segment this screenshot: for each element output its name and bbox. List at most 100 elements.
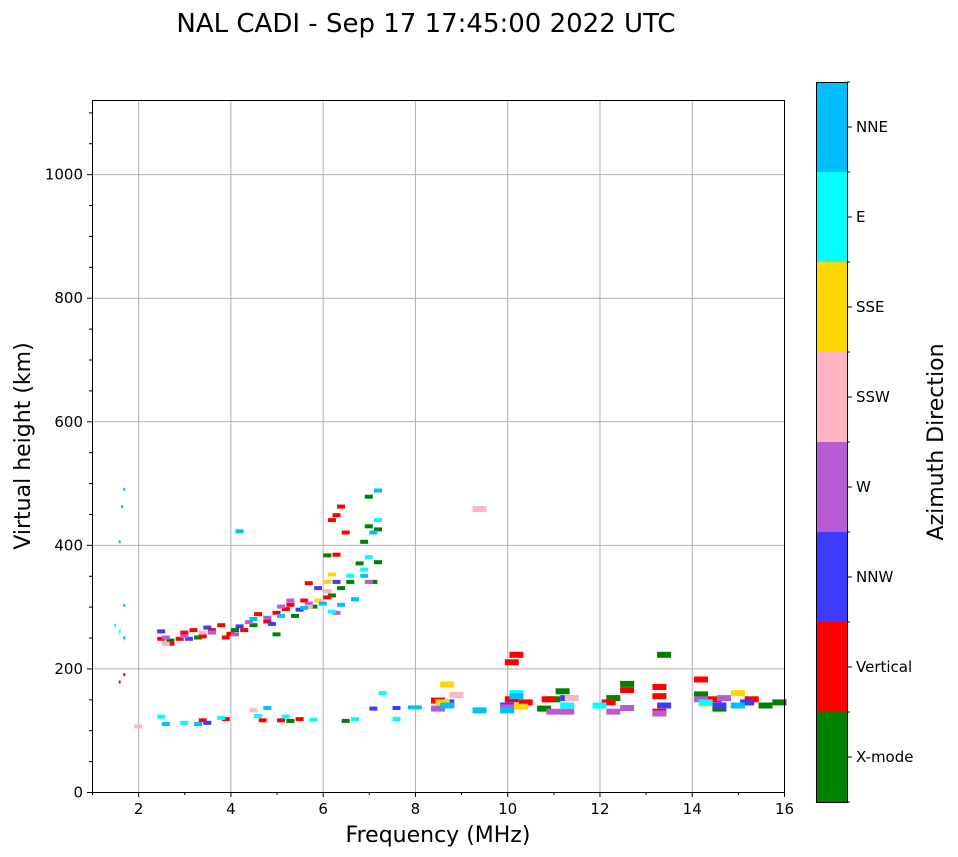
echo-x-mode (231, 628, 239, 633)
echo-w (244, 620, 253, 625)
echo-nne (509, 693, 524, 700)
echo-nnw (657, 702, 672, 709)
y-tick-label: 600 (54, 413, 83, 431)
echo-vertical (258, 718, 267, 723)
colorbar-segment-nnw (816, 532, 847, 622)
echo-vertical (118, 680, 121, 684)
x-axis-label: Frequency (MHz) (346, 823, 531, 848)
echo-vertical (694, 676, 708, 683)
echo-x-mode (369, 579, 378, 584)
echo-e (217, 715, 226, 720)
echo-vertical (300, 598, 309, 603)
echo-x-mode (194, 635, 203, 640)
echo-nnw (712, 702, 727, 709)
echo-vertical (221, 635, 230, 640)
echo-e (560, 702, 575, 709)
echo-vertical (295, 717, 304, 722)
echo-x-mode (249, 623, 258, 628)
chart-title: NAL CADI - Sep 17 17:45:00 2022 UTC (176, 9, 675, 39)
echo-x-mode (291, 613, 299, 618)
echo-vertical (504, 659, 519, 666)
x-tick-label: 4 (226, 800, 236, 818)
colorbar-segment-ssw (816, 352, 847, 442)
echo-e (364, 555, 373, 560)
echo-vertical (304, 581, 313, 586)
echo-vertical (707, 696, 722, 703)
echo-nnw (332, 579, 341, 584)
echo-x-mode (286, 718, 295, 723)
echo-vertical (207, 628, 216, 633)
echo-sse (323, 579, 332, 584)
colorbar: X-mode Vertical NNW W SSW SSE E NNE (816, 81, 913, 803)
echo-x-mode (360, 539, 369, 544)
echo-nne (161, 722, 170, 726)
echo-vertical (601, 699, 616, 706)
echo-vertical (123, 673, 126, 677)
colorbar-segment-vertical (816, 622, 847, 712)
echo-nne (318, 601, 327, 606)
echo-w (606, 708, 621, 715)
echo-w (560, 708, 575, 715)
echo-sse (514, 703, 528, 710)
echo-sse (435, 699, 450, 706)
colorbar-segment-nne (816, 82, 847, 172)
colorbar-title: Azimuth Direction (924, 343, 949, 540)
echo-x-mode (346, 579, 355, 584)
echo-nnw (740, 699, 755, 706)
colorbar-label: NNW (856, 568, 893, 586)
echo-e (114, 623, 117, 627)
echo-nnw (157, 629, 166, 634)
echo-nne (369, 530, 378, 535)
echo-nne (123, 603, 126, 607)
plot-frame (92, 100, 785, 793)
echo-vertical (504, 696, 519, 703)
echo-vertical (281, 607, 290, 612)
x-tick-label: 6 (318, 800, 328, 818)
echo-w (180, 634, 189, 639)
echo-nnw (369, 706, 378, 711)
echo-nne (123, 636, 126, 639)
echo-sse (440, 681, 455, 688)
echo-e (392, 717, 401, 722)
echo-nne (123, 487, 126, 491)
x-tick-label: 8 (411, 800, 421, 818)
echo-nnw (267, 621, 276, 626)
echo-w (277, 604, 286, 609)
echo-x-mode (374, 527, 382, 532)
echo-vertical (277, 718, 286, 723)
x-tick-label: 2 (134, 800, 144, 818)
echo-vertical (652, 684, 667, 690)
echo-nne (500, 707, 515, 714)
echo-nnw (203, 625, 212, 630)
echo-sse (327, 572, 336, 577)
echo-x-mode (606, 695, 621, 702)
echo-nne (730, 702, 745, 709)
echo-e (118, 629, 121, 633)
echo-e (509, 690, 524, 697)
echo-vertical (509, 651, 524, 658)
echo-x-mode (694, 691, 708, 698)
x-axis: 2 4 6 8 10 12 14 16 (92, 792, 794, 818)
echo-e (309, 717, 318, 722)
echo-nne (277, 613, 286, 618)
echo-vertical (286, 602, 295, 607)
x-tick-label: 14 (683, 800, 702, 818)
x-tick-label: 10 (498, 800, 517, 818)
echo-nnw (314, 586, 323, 591)
echo-vertical (337, 504, 346, 509)
echo-e (281, 714, 290, 719)
echo-sse (314, 598, 323, 603)
y-axis-label: Virtual height (km) (11, 342, 36, 549)
echo-ssw (198, 630, 207, 635)
echo-ssw (134, 724, 143, 729)
echo-vertical (327, 518, 336, 523)
echo-x-mode (712, 705, 727, 712)
echo-w (207, 630, 216, 635)
echo-x-mode (341, 718, 350, 723)
echo-x-mode (355, 561, 364, 566)
echo-w (694, 696, 708, 703)
echo-x-mode (620, 680, 635, 687)
y-tick-label: 400 (54, 536, 83, 554)
echo-vertical (198, 634, 207, 639)
y-tick-label: 0 (73, 784, 83, 802)
